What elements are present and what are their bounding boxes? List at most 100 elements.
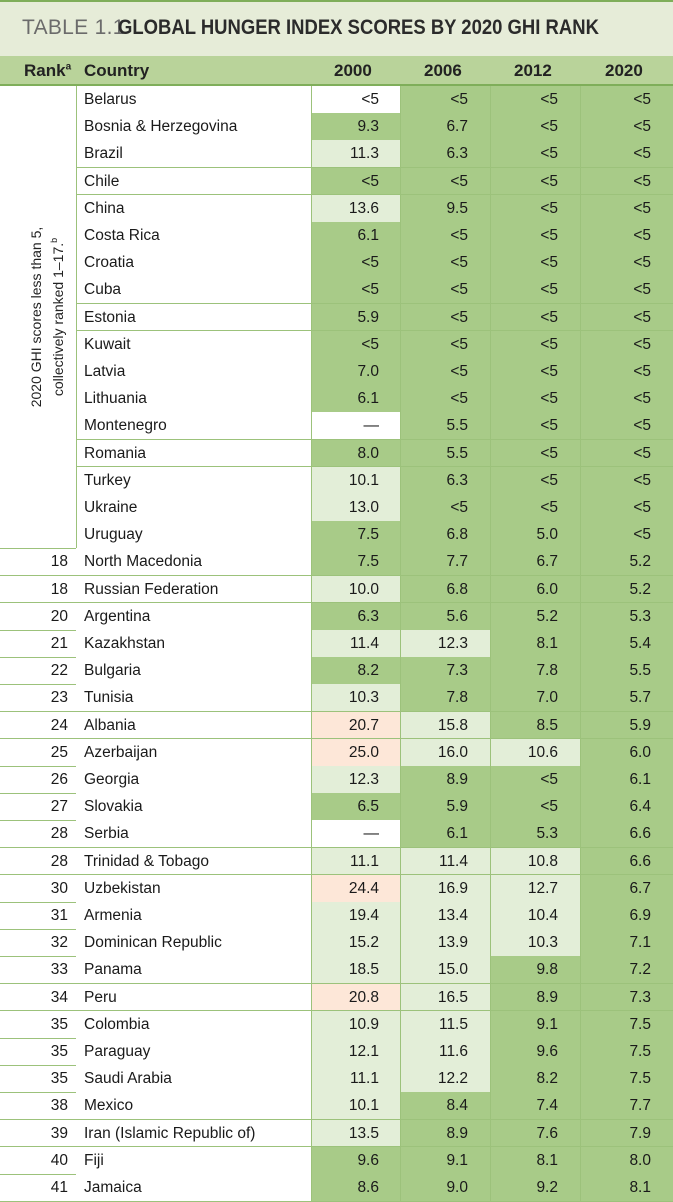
country-cell: Saudi Arabia bbox=[76, 1065, 312, 1093]
score-2020-cell: 6.9 bbox=[580, 902, 673, 930]
country-cell: Jamaica bbox=[76, 1174, 312, 1202]
table-row: Brazil 11.3 6.3 <5 <5 bbox=[0, 140, 673, 168]
score-2012-cell: 9.8 bbox=[490, 956, 580, 984]
score-2000-cell: 11.1 bbox=[311, 1065, 401, 1093]
score-2012-cell: <5 bbox=[490, 167, 580, 195]
table-row: 30 Uzbekistan 24.4 16.9 12.7 6.7 bbox=[0, 874, 673, 902]
rank-cell: 32 bbox=[50, 934, 68, 952]
score-2006-cell: 11.5 bbox=[400, 1010, 490, 1038]
score-2012-cell: 10.8 bbox=[490, 847, 580, 875]
country-cell: Iran (Islamic Republic of) bbox=[76, 1119, 312, 1147]
score-2012-cell: 5.3 bbox=[490, 820, 580, 848]
score-2006-cell: 15.0 bbox=[400, 956, 490, 984]
score-2020-cell: 5.2 bbox=[580, 575, 673, 603]
table-row: 24 Albania 20.7 15.8 8.5 5.9 bbox=[0, 711, 673, 739]
score-2012-cell: <5 bbox=[490, 358, 580, 386]
country-cell: Kuwait bbox=[76, 330, 312, 358]
score-2000-cell: <5 bbox=[311, 167, 401, 195]
rank-cell: 23 bbox=[50, 689, 68, 707]
score-2012-cell: 7.0 bbox=[490, 684, 580, 712]
collective-rank-line1: 2020 GHI scores less than 5, bbox=[28, 226, 45, 407]
country-cell: Argentina bbox=[76, 602, 312, 630]
country-cell: Peru bbox=[76, 983, 312, 1011]
score-2020-cell: <5 bbox=[580, 276, 673, 304]
country-cell: Armenia bbox=[76, 902, 312, 930]
score-2006-cell: <5 bbox=[400, 330, 490, 358]
country-cell: Paraguay bbox=[76, 1038, 312, 1066]
table-row: Ukraine 13.0 <5 <5 <5 bbox=[0, 494, 673, 522]
score-2020-cell: 6.4 bbox=[580, 793, 673, 821]
score-2000-cell: 7.5 bbox=[311, 548, 401, 576]
score-2006-cell: <5 bbox=[400, 385, 490, 413]
score-2000-cell: 6.5 bbox=[311, 793, 401, 821]
table-row: 38 Mexico 10.1 8.4 7.4 7.7 bbox=[0, 1092, 673, 1120]
country-cell: Russian Federation bbox=[76, 575, 312, 603]
score-2012-cell: 10.3 bbox=[490, 929, 580, 957]
rank-cell: 21 bbox=[50, 635, 68, 652]
score-2012-cell: <5 bbox=[490, 113, 580, 141]
column-divider bbox=[76, 86, 77, 549]
score-2006-cell: 6.8 bbox=[400, 575, 490, 603]
table-row: Uruguay 7.5 6.8 5.0 <5 bbox=[0, 521, 673, 549]
score-2000-cell: 10.1 bbox=[311, 1092, 401, 1120]
country-cell: China bbox=[76, 194, 312, 222]
score-2006-cell: 8.9 bbox=[400, 766, 490, 794]
score-2012-cell: <5 bbox=[490, 222, 580, 250]
rank-cell: 28 bbox=[50, 852, 68, 870]
score-2000-cell: <5 bbox=[311, 276, 401, 304]
score-2020-cell: <5 bbox=[580, 167, 673, 195]
score-2020-cell: <5 bbox=[580, 439, 673, 467]
table-row: 18 Russian Federation 10.0 6.8 6.0 5.2 bbox=[0, 575, 673, 603]
score-2012-cell: <5 bbox=[490, 766, 580, 794]
score-2006-cell: <5 bbox=[400, 249, 490, 277]
collective-rank-footnote: b bbox=[49, 237, 60, 243]
score-2000-cell: 11.3 bbox=[311, 140, 401, 168]
score-2006-cell: 11.6 bbox=[400, 1038, 490, 1066]
score-2000-cell: 15.2 bbox=[311, 929, 401, 957]
score-2012-cell: <5 bbox=[490, 385, 580, 413]
score-2006-cell: <5 bbox=[400, 222, 490, 250]
table-row: 40 Fiji 9.6 9.1 8.1 8.0 bbox=[0, 1146, 673, 1174]
score-2012-cell: 6.0 bbox=[490, 575, 580, 603]
score-2000-cell: 25.0 bbox=[311, 738, 401, 766]
rank-cell: 28 bbox=[50, 825, 68, 843]
table-row: 18 North Macedonia 7.5 7.7 6.7 5.2 bbox=[0, 548, 673, 576]
country-cell: Croatia bbox=[76, 249, 312, 277]
score-2012-cell: <5 bbox=[490, 412, 580, 440]
score-2000-cell: 8.2 bbox=[311, 657, 401, 685]
score-2020-cell: 7.5 bbox=[580, 1010, 673, 1038]
score-2020-cell: <5 bbox=[580, 113, 673, 141]
score-2020-cell: <5 bbox=[580, 303, 673, 331]
score-2000-cell: 6.1 bbox=[311, 385, 401, 413]
score-2012-cell: <5 bbox=[490, 439, 580, 467]
rank-cell: 20 bbox=[50, 607, 68, 625]
table-row: 22 Bulgaria 8.2 7.3 7.8 5.5 bbox=[0, 657, 673, 685]
score-2020-cell: 5.4 bbox=[580, 630, 673, 658]
table-row: 41 Jamaica 8.6 9.0 9.2 8.1 bbox=[0, 1174, 673, 1202]
score-2020-cell: 7.3 bbox=[580, 983, 673, 1011]
score-2020-cell: 6.0 bbox=[580, 738, 673, 766]
score-2012-cell: 7.6 bbox=[490, 1119, 580, 1147]
table-row: Romania 8.0 5.5 <5 <5 bbox=[0, 439, 673, 467]
score-2006-cell: 5.5 bbox=[400, 412, 490, 440]
score-2012-cell: 8.1 bbox=[490, 1146, 580, 1174]
table-row: Montenegro —5.5 <5 <5 bbox=[0, 412, 673, 440]
score-2000-cell: 11.1 bbox=[311, 847, 401, 875]
score-2012-cell: <5 bbox=[490, 466, 580, 494]
score-2006-cell: <5 bbox=[400, 86, 490, 114]
score-2006-cell: <5 bbox=[400, 167, 490, 195]
score-2020-cell: <5 bbox=[580, 140, 673, 168]
score-2006-cell: 7.3 bbox=[400, 657, 490, 685]
score-2000-cell: 10.0 bbox=[311, 575, 401, 603]
country-cell: Azerbaijan bbox=[76, 738, 312, 766]
score-2020-cell: 5.5 bbox=[580, 657, 673, 685]
score-2000-cell: 6.1 bbox=[311, 222, 401, 250]
score-2000-cell: 7.5 bbox=[311, 521, 401, 549]
score-2020-cell: <5 bbox=[580, 385, 673, 413]
rank-cell: 25 bbox=[50, 743, 68, 761]
score-2020-cell: <5 bbox=[580, 86, 673, 114]
score-2020-cell: 7.2 bbox=[580, 956, 673, 984]
column-header-row: Ranka Country 2000 2006 2012 2020 bbox=[0, 56, 673, 86]
header-year-2000: 2000 bbox=[334, 61, 372, 80]
score-2006-cell: 12.3 bbox=[400, 630, 490, 658]
